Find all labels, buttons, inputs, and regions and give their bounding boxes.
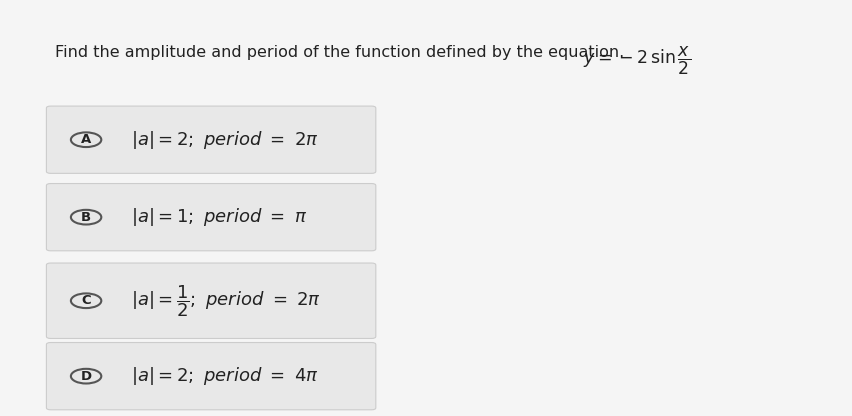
Circle shape bbox=[71, 210, 101, 225]
Text: B: B bbox=[81, 210, 91, 224]
Text: $|a| = 2;\ \mathit{period}\ =\ 4\pi$: $|a| = 2;\ \mathit{period}\ =\ 4\pi$ bbox=[130, 365, 319, 387]
Text: C: C bbox=[81, 294, 91, 307]
Text: $|a| = 1;\ \mathit{period}\ =\ \pi$: $|a| = 1;\ \mathit{period}\ =\ \pi$ bbox=[130, 206, 307, 228]
Circle shape bbox=[71, 369, 101, 384]
Circle shape bbox=[71, 293, 101, 308]
FancyBboxPatch shape bbox=[46, 263, 376, 339]
Text: $|a|=\dfrac{1}{2};\ \mathit{period}\ =\ 2\pi$: $|a|=\dfrac{1}{2};\ \mathit{period}\ =\ … bbox=[130, 283, 320, 319]
Text: Find the amplitude and period of the function defined by the equation.: Find the amplitude and period of the fun… bbox=[55, 45, 624, 60]
FancyBboxPatch shape bbox=[46, 106, 376, 173]
Circle shape bbox=[71, 132, 101, 147]
FancyBboxPatch shape bbox=[46, 342, 376, 410]
Text: $|a| = 2;\ \mathit{period}\ =\ 2\pi$: $|a| = 2;\ \mathit{period}\ =\ 2\pi$ bbox=[130, 129, 319, 151]
Text: A: A bbox=[81, 133, 91, 146]
Text: $y = -2\,\sin\dfrac{x}{2}$: $y = -2\,\sin\dfrac{x}{2}$ bbox=[582, 45, 690, 77]
Text: D: D bbox=[80, 370, 91, 383]
FancyBboxPatch shape bbox=[46, 183, 376, 251]
